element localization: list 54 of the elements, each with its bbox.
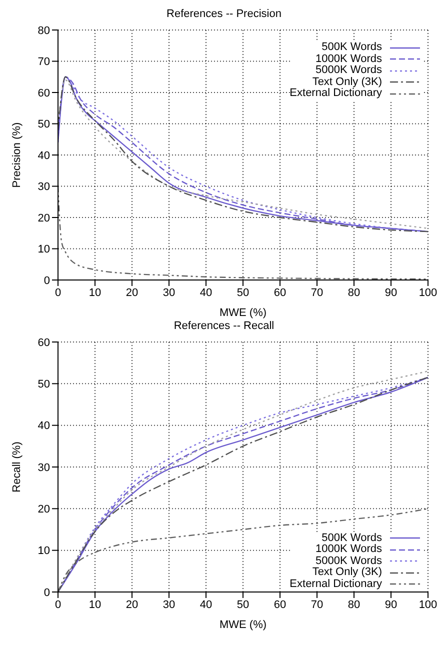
x-tick-label: 50: [236, 286, 250, 299]
x-tick-label: 20: [126, 286, 138, 299]
y-tick-label: 0: [44, 274, 50, 287]
y-tick-label: 0: [44, 586, 50, 599]
x-tick-label: 0: [54, 286, 62, 299]
x-tick-label: 50: [236, 598, 250, 611]
y-axis-title: Precision (%): [10, 122, 23, 188]
chart-title: References -- Recall: [172, 320, 276, 334]
x-tick-label: 10: [88, 286, 102, 299]
y-tick-label: 40: [38, 420, 50, 432]
x-tick-label: 0: [54, 598, 62, 611]
legend-label: 5000K Words: [316, 554, 382, 567]
x-axis-title: MWE (%): [219, 307, 267, 319]
y-tick-label: 70: [38, 56, 50, 68]
y-tick-label: 10: [38, 545, 50, 558]
x-axis-title: MWE (%): [219, 619, 267, 631]
x-tick-label: 90: [384, 286, 398, 299]
legend-label: 500K Words: [322, 41, 382, 54]
legend-label: 1000K Words: [316, 543, 382, 556]
x-tick-label: 40: [200, 286, 212, 299]
legend-label: External Dictionary: [290, 87, 382, 100]
chart-title: References -- Precision: [166, 8, 282, 22]
x-tick-label: 40: [200, 598, 212, 611]
x-tick-label: 100: [418, 598, 438, 611]
x-tick-label: 20: [126, 598, 138, 611]
y-tick-label: 60: [38, 87, 50, 100]
y-tick-label: 20: [38, 504, 50, 516]
y-tick-label: 60: [38, 336, 50, 349]
y-tick-label: 50: [38, 378, 50, 391]
y-tick-label: 20: [38, 212, 50, 224]
legend-label: 500K Words: [322, 532, 382, 544]
x-tick-label: 80: [348, 598, 360, 611]
x-tick-label: 70: [310, 598, 324, 611]
y-tick-label: 30: [38, 181, 50, 194]
x-tick-label: 80: [348, 286, 360, 299]
y-tick-label: 80: [38, 24, 50, 37]
x-tick-label: 30: [162, 598, 176, 611]
legend-label: Text Only (3K): [312, 566, 382, 578]
y-tick-label: 30: [38, 462, 50, 474]
x-tick-label: 70: [310, 286, 324, 299]
legend-label: 1000K Words: [316, 52, 382, 65]
x-tick-label: 60: [274, 286, 286, 299]
x-tick-label: 10: [88, 598, 102, 611]
y-tick-label: 40: [38, 150, 50, 162]
y-axis-title: Recall (%): [10, 442, 23, 492]
x-tick-label: 90: [384, 598, 398, 611]
legend-label: 5000K Words: [316, 64, 382, 76]
legend-label: External Dictionary: [290, 578, 382, 590]
x-tick-label: 100: [418, 286, 438, 299]
legend-label: Text Only (3K): [312, 76, 382, 88]
x-tick-label: 60: [274, 598, 286, 611]
x-tick-label: 30: [162, 286, 176, 299]
y-tick-label: 50: [38, 118, 50, 131]
y-tick-label: 10: [38, 244, 50, 256]
